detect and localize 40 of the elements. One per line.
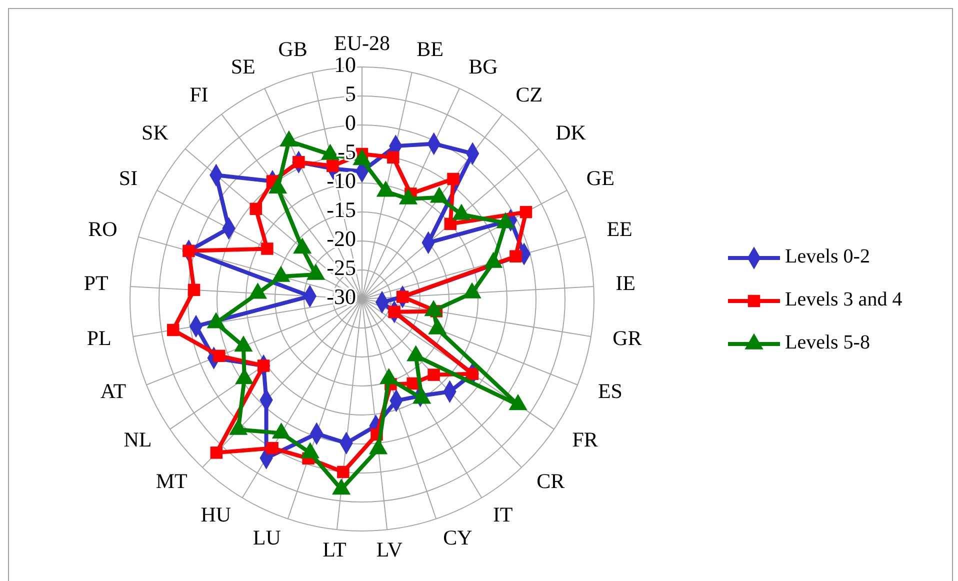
spoke-label: LU bbox=[252, 526, 281, 550]
y-tick-label: -15 bbox=[326, 197, 356, 222]
spoke-label: PL bbox=[86, 326, 112, 350]
spoke-label: SI bbox=[118, 166, 138, 190]
spoke-label: BG bbox=[468, 54, 498, 78]
legend-label: Levels 3 and 4 bbox=[785, 288, 902, 311]
spoke-label: GE bbox=[586, 166, 614, 190]
y-tick-label: -20 bbox=[326, 226, 356, 252]
spoke-label: CY bbox=[443, 526, 472, 550]
spoke-label: IT bbox=[492, 502, 513, 526]
spoke-label: RO bbox=[88, 216, 118, 241]
spoke-label: HU bbox=[200, 502, 232, 526]
spoke-label: GB bbox=[278, 36, 308, 61]
y-tick-label: -25 bbox=[326, 255, 356, 280]
spoke-label: EE bbox=[606, 216, 632, 241]
legend-label: Levels 5-8 bbox=[785, 332, 870, 354]
spoke-label: EU-28 bbox=[334, 30, 390, 55]
spoke-label: CR bbox=[536, 469, 565, 494]
y-tick-label: 5 bbox=[345, 81, 356, 106]
spoke-label: LV bbox=[376, 537, 402, 562]
spoke-label: FR bbox=[572, 427, 598, 452]
legend-label: Levels 0-2 bbox=[785, 246, 870, 268]
spoke-label: MT bbox=[156, 469, 188, 494]
spoke-label: FI bbox=[190, 82, 208, 107]
spoke-label: GR bbox=[612, 326, 642, 350]
y-tick-label: -10 bbox=[326, 168, 356, 194]
spoke-label: PT bbox=[84, 271, 109, 296]
spoke-label: IE bbox=[616, 271, 636, 296]
spoke-label: CZ bbox=[516, 82, 543, 107]
y-tick-label: 0 bbox=[345, 110, 356, 136]
y-tick-label: -30 bbox=[326, 284, 356, 310]
spoke-label: DK bbox=[556, 120, 586, 144]
spoke-label: LT bbox=[322, 537, 347, 562]
y-tick-label: 10 bbox=[334, 52, 356, 78]
spoke-label: BE bbox=[416, 36, 444, 61]
spoke-label: SE bbox=[230, 54, 256, 78]
spoke-label: NL bbox=[124, 427, 152, 452]
spoke-label: SK bbox=[142, 120, 168, 144]
spoke-label: ES bbox=[598, 378, 622, 403]
spoke-label: AT bbox=[100, 378, 126, 403]
